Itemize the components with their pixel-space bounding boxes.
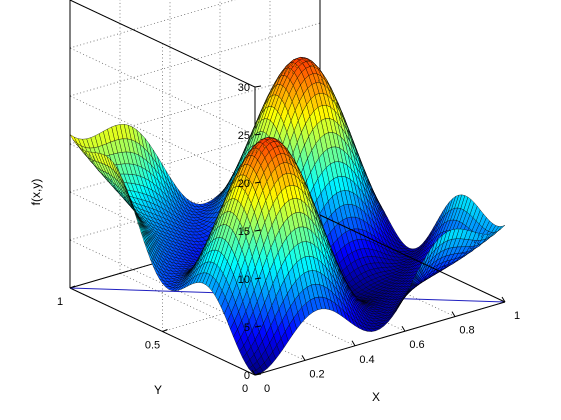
back-edge	[69, 0, 256, 88]
x-tick-label: 0.8	[459, 325, 474, 337]
x-tick-mark	[351, 340, 356, 347]
z-tick-mark	[254, 325, 262, 328]
z-tick-label: 15	[238, 226, 250, 238]
y-tick-label: 0	[242, 383, 248, 395]
z-axis-label: f(x,y)	[29, 179, 43, 206]
z-tick-label: 30	[238, 82, 250, 94]
x-tick-label: 0.4	[359, 354, 374, 366]
z-tick-label: 5	[244, 322, 250, 334]
z-tick-label: 20	[238, 178, 250, 190]
grid-line	[69, 22, 321, 97]
z-tick-label: 0	[244, 370, 250, 382]
z-tick-mark	[254, 181, 262, 184]
surface-facet	[497, 225, 506, 232]
x-tick-mark	[451, 311, 456, 317]
floor-edge	[319, 214, 506, 303]
grid-line	[69, 0, 236, 49]
z-tick-label: 10	[238, 274, 250, 286]
y-tick-mark	[254, 372, 261, 376]
y-tick-mark	[69, 285, 76, 289]
z-tick-mark	[254, 277, 262, 280]
z-tick-mark	[254, 133, 262, 136]
front-axis-layer	[69, 85, 506, 376]
x-tick-label: 0.2	[309, 368, 324, 380]
y-tick-mark	[162, 329, 168, 332]
x-axis-line	[254, 301, 506, 376]
x-tick-mark	[251, 369, 256, 376]
x-tick-label: 0.6	[409, 339, 424, 351]
x-tick-label: 0	[264, 383, 270, 395]
y-axis-label: Y	[154, 383, 162, 397]
grid-line	[119, 273, 306, 361]
x-tick-label: 1	[514, 310, 520, 322]
surface-mesh	[69, 57, 506, 376]
z-tick-mark	[254, 229, 262, 232]
z-tick-mark	[254, 85, 262, 88]
grid-line	[69, 47, 256, 136]
x-tick-mark	[501, 296, 506, 303]
x-tick-mark	[401, 325, 406, 332]
y-tick-label: 1	[57, 296, 63, 308]
y-tick-label: 0.5	[145, 340, 160, 352]
z-tick-label: 25	[238, 130, 250, 142]
x-axis-label: X	[372, 390, 380, 404]
grid-line	[69, 95, 256, 184]
x-tick-mark	[301, 355, 306, 361]
